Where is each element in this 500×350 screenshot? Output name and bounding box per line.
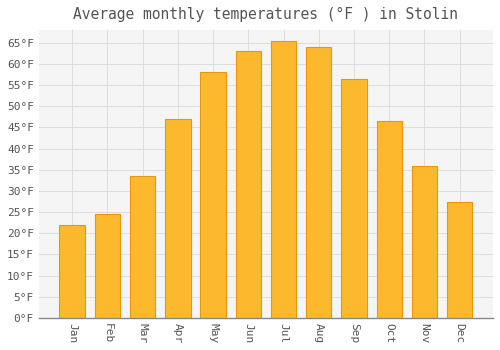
Bar: [271, 41, 296, 318]
Title: Average monthly temperatures (°F ) in Stolin: Average monthly temperatures (°F ) in St…: [74, 7, 458, 22]
Bar: [94, 214, 120, 318]
Bar: [306, 47, 332, 318]
Bar: [342, 79, 366, 318]
Bar: [236, 51, 261, 318]
Bar: [200, 72, 226, 318]
Bar: [376, 121, 402, 318]
Bar: [60, 225, 85, 318]
Bar: [165, 119, 190, 318]
Bar: [447, 202, 472, 318]
Bar: [412, 166, 437, 318]
Bar: [130, 176, 156, 318]
